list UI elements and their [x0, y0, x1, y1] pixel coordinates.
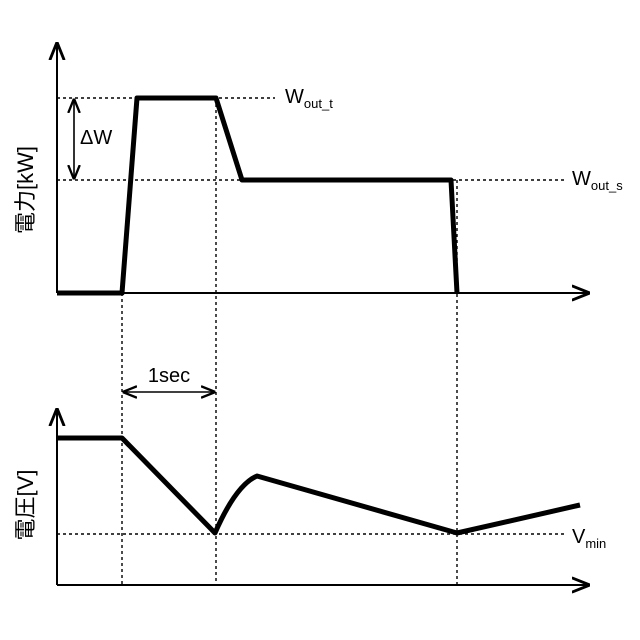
- vmin-main: V: [572, 526, 586, 548]
- wout-s-sub: out_s: [591, 178, 623, 193]
- voltage-curve: [57, 438, 580, 533]
- power-curve: [57, 98, 457, 293]
- wout-s-main: W: [572, 168, 591, 190]
- wout-t-sub: out_t: [304, 96, 333, 111]
- power-y-axis-label: 電力[kW]: [13, 146, 38, 234]
- time-guides: [122, 98, 457, 585]
- interval-label: 1sec: [148, 365, 190, 387]
- wout-s-label: Wout_s: [572, 168, 623, 193]
- wout-t-label: Wout_t: [285, 86, 333, 111]
- vmin-sub: min: [585, 536, 606, 551]
- wout-t-main: W: [285, 86, 304, 108]
- power-chart: ΔW Wout_t Wout_s 電力[kW]: [13, 44, 623, 293]
- vmin-label: Vmin: [572, 526, 606, 551]
- voltage-y-axis-label: 電圧[V]: [13, 470, 38, 541]
- voltage-chart: Vmin 電圧[V]: [13, 410, 606, 585]
- delta-w-label: ΔW: [80, 127, 112, 149]
